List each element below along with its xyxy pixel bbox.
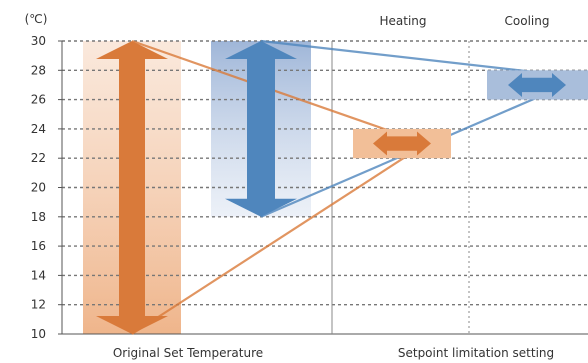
cooling-limit-arrow	[508, 72, 566, 97]
unit-label: (℃)	[25, 12, 48, 26]
y-tick-label: 28	[31, 63, 46, 77]
caption-original: Original Set Temperature	[113, 346, 263, 360]
y-tick-label: 26	[31, 93, 46, 107]
cooling-max-connector	[260, 39, 538, 74]
y-tick-label: 20	[31, 181, 46, 195]
heating-max-connector	[131, 39, 427, 145]
heating-range-arrow	[96, 41, 168, 334]
y-tick-label: 16	[31, 239, 46, 253]
y-tick-label: 22	[31, 151, 46, 165]
heating-limit-arrow	[373, 131, 431, 156]
heating-min-connector	[131, 142, 427, 335]
cooling-header: Cooling	[505, 14, 550, 28]
y-tick-label: 24	[31, 122, 46, 136]
cooling-range-arrow	[225, 41, 297, 217]
y-tick-label: 18	[31, 210, 46, 224]
y-tick-label: 10	[31, 327, 46, 341]
y-tick-label: 12	[31, 298, 46, 312]
caption-limitation: Setpoint limitation setting	[398, 346, 554, 360]
y-tick-label: 30	[31, 34, 46, 48]
heating-header: Heating	[379, 14, 426, 28]
y-tick-label: 14	[31, 268, 46, 282]
y-tick-labels: 30 28 26 24 22 20 18 16 14 12 10	[31, 34, 62, 341]
